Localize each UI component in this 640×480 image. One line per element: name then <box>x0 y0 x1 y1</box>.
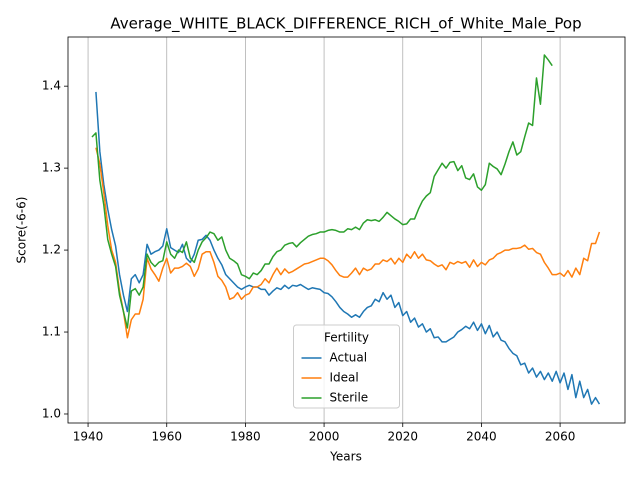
legend-label: Actual <box>330 351 368 365</box>
legend: Fertility Actual Ideal Sterile <box>293 324 400 409</box>
x-tick-label: 2060 <box>545 430 576 444</box>
y-axis-label: Score(-6-6) <box>15 197 29 264</box>
x-tick-label: 2020 <box>387 430 418 444</box>
y-tick-label: 1.0 <box>42 406 61 420</box>
chart-title: Average_WHITE_BLACK_DIFFERENCE_RICH_of_W… <box>110 15 581 34</box>
line-series <box>91 54 553 329</box>
x-axis-label: Years <box>329 450 362 464</box>
line-series <box>95 147 601 339</box>
x-tick-label: 1960 <box>151 430 182 444</box>
legend-title: Fertility <box>324 331 369 345</box>
y-tick-label: 1.2 <box>42 243 61 257</box>
line-series <box>95 91 601 405</box>
legend-box <box>293 324 400 409</box>
x-tick-label: 2040 <box>466 430 497 444</box>
y-tick-label: 1.1 <box>42 325 61 339</box>
legend-label: Ideal <box>330 371 359 385</box>
y-tick-label: 1.4 <box>42 79 61 93</box>
x-tick-label: 1940 <box>73 430 104 444</box>
x-tick-label: 1980 <box>230 430 261 444</box>
x-tick-label: 2000 <box>309 430 340 444</box>
legend-label: Sterile <box>330 391 369 405</box>
plot-frame <box>67 36 626 424</box>
y-tick-label: 1.3 <box>42 161 61 175</box>
